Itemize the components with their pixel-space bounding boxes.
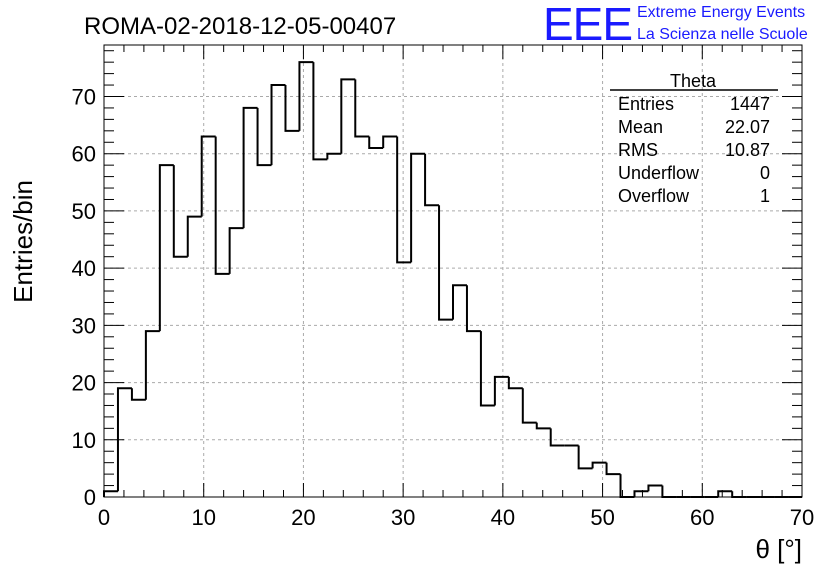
stats-row-label: Overflow bbox=[618, 186, 690, 206]
x-tick-label: 50 bbox=[590, 505, 614, 530]
x-tick-label: 40 bbox=[491, 505, 515, 530]
y-tick-label: 40 bbox=[72, 256, 96, 281]
x-tick-label: 60 bbox=[690, 505, 714, 530]
histogram-bin bbox=[354, 79, 370, 138]
histogram-bin bbox=[298, 61, 314, 131]
x-tick-label: 0 bbox=[98, 505, 110, 530]
histogram-bin bbox=[424, 153, 440, 207]
histogram-bin bbox=[479, 331, 495, 407]
y-axis-label: Entries/bin bbox=[8, 180, 38, 303]
stats-row-value: 0 bbox=[760, 163, 770, 183]
y-tick-label: 0 bbox=[84, 485, 96, 510]
histogram-bin bbox=[200, 135, 216, 217]
histogram-bin bbox=[647, 484, 663, 492]
histogram-bin bbox=[731, 491, 747, 498]
x-tick-label: 30 bbox=[391, 505, 415, 530]
stats-row-label: Underflow bbox=[618, 163, 700, 183]
logo-line-1: Extreme Energy Events bbox=[637, 4, 806, 21]
eee-logo-mark: EEE bbox=[543, 0, 633, 50]
x-axis-label: θ [°] bbox=[755, 534, 802, 564]
histogram-bin bbox=[242, 106, 258, 229]
eee-logo: EEE Extreme Energy Events La Scienza nel… bbox=[543, 0, 833, 50]
histogram-bin bbox=[326, 152, 342, 160]
stats-row-label: RMS bbox=[618, 140, 658, 160]
histogram-bin bbox=[521, 388, 537, 424]
histogram-bin bbox=[535, 422, 551, 430]
stats-row-value: 10.87 bbox=[725, 140, 770, 160]
histogram-bin bbox=[396, 136, 412, 264]
histogram-bin bbox=[591, 461, 607, 469]
y-tick-label: 60 bbox=[72, 142, 96, 167]
histogram-bin bbox=[312, 62, 328, 161]
x-tick-label: 10 bbox=[191, 505, 215, 530]
histogram-bin bbox=[661, 485, 677, 498]
y-tick-label: 70 bbox=[72, 84, 96, 109]
histogram-bin bbox=[186, 215, 202, 257]
histogram-bin bbox=[256, 107, 272, 167]
histogram-bin bbox=[382, 135, 398, 148]
histogram-bin bbox=[144, 330, 160, 400]
histogram-bin bbox=[228, 227, 244, 274]
histogram-bin bbox=[633, 490, 649, 497]
histogram-bin bbox=[577, 445, 593, 470]
histogram-bin bbox=[410, 152, 426, 263]
grid-lines bbox=[104, 45, 802, 497]
histogram-bin bbox=[507, 376, 523, 390]
histogram-bin bbox=[116, 387, 132, 492]
axis-ticks bbox=[103, 45, 803, 498]
stats-row-value: 1447 bbox=[730, 94, 770, 114]
stats-box: Theta Entries 1447 Mean 22.07 RMS 10.87 Underf… bbox=[610, 71, 778, 206]
histogram-bin bbox=[172, 165, 188, 258]
y-tick-label: 10 bbox=[72, 428, 96, 453]
histogram-bin bbox=[493, 375, 509, 406]
histogram-bin bbox=[465, 285, 481, 333]
stats-row-label: Mean bbox=[618, 117, 663, 137]
stats-row-value: 1 bbox=[760, 186, 770, 206]
histogram-bars bbox=[103, 61, 802, 498]
stats-row-label: Entries bbox=[618, 94, 674, 114]
plot-frame bbox=[103, 44, 803, 498]
histogram-bin bbox=[549, 428, 565, 447]
histogram-bin bbox=[717, 490, 733, 497]
y-tick-label: 20 bbox=[72, 371, 96, 396]
histogram-bin bbox=[158, 164, 174, 332]
histogram-bin bbox=[452, 284, 467, 320]
histogram-bin bbox=[368, 136, 384, 149]
x-tick-label: 70 bbox=[790, 505, 814, 530]
chart-title: ROMA-02-2018-12-05-00407 bbox=[84, 13, 396, 40]
histogram-bin bbox=[605, 462, 621, 476]
stats-row-value: 22.07 bbox=[725, 117, 770, 137]
histogram-bin bbox=[438, 205, 453, 321]
histogram-bin bbox=[340, 78, 356, 154]
x-tick-label: 20 bbox=[291, 505, 315, 530]
histogram-bin bbox=[214, 136, 230, 275]
y-tick-label: 50 bbox=[72, 199, 96, 224]
histogram-bin bbox=[103, 490, 118, 497]
histogram-bin bbox=[284, 85, 300, 132]
stats-title: Theta bbox=[670, 71, 717, 91]
histogram-bin bbox=[130, 388, 146, 401]
logo-line-2: La Scienza nelle Scuole bbox=[637, 26, 808, 43]
y-tick-label: 30 bbox=[72, 313, 96, 338]
histogram-bin bbox=[270, 84, 286, 166]
